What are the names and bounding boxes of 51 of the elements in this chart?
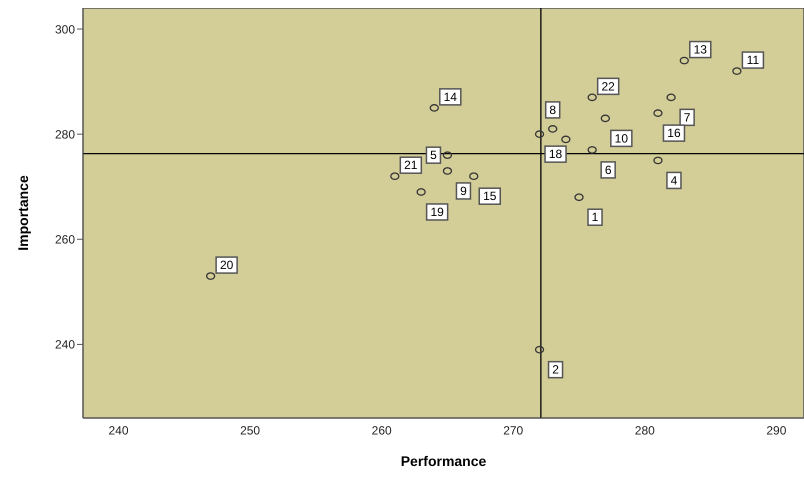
annotation: 15 <box>483 189 497 204</box>
annotation: 20 <box>220 258 234 272</box>
point <box>416 188 426 196</box>
point <box>574 193 584 202</box>
point <box>534 130 544 138</box>
x-tick-label: 280 <box>634 424 656 438</box>
annotation: 7 <box>684 110 691 124</box>
point <box>588 146 597 154</box>
annotation: 11 <box>746 53 760 68</box>
point <box>442 167 452 175</box>
annotation: 21 <box>404 158 418 172</box>
y-tick-label: 280 <box>54 127 76 142</box>
annotation: 5 <box>430 148 438 162</box>
point <box>548 125 558 133</box>
point <box>666 94 676 102</box>
point <box>588 94 597 102</box>
annotation: 6 <box>604 162 612 177</box>
x-tick-label: 270 <box>503 424 524 438</box>
annotation: 13 <box>694 42 708 57</box>
point <box>469 172 478 180</box>
annotation: 18 <box>548 147 563 162</box>
point <box>680 56 689 64</box>
annotation: 1 <box>592 210 599 224</box>
annotation: 9 <box>460 184 468 198</box>
point <box>600 114 610 122</box>
y-axis-title: Importance <box>14 175 31 251</box>
annotation: 10 <box>614 131 628 146</box>
point <box>732 67 742 75</box>
y-tick-label: 260 <box>54 232 76 247</box>
annotation: 14 <box>444 90 458 104</box>
x-tick-label: 290 <box>766 424 787 438</box>
annotation: 8 <box>549 102 556 117</box>
x-tick-label: 250 <box>240 424 260 438</box>
x-tick-label: 260 <box>372 424 392 438</box>
y-tick-label: 240 <box>54 338 76 352</box>
x-tick-label: 240 <box>108 424 129 438</box>
point <box>442 151 452 160</box>
point <box>430 104 439 112</box>
point <box>561 136 571 144</box>
annotation: 16 <box>667 126 681 140</box>
x-axis-title: Performance <box>400 453 487 469</box>
point <box>653 156 663 164</box>
annotation: 19 <box>430 204 444 219</box>
point <box>653 109 663 117</box>
point <box>206 272 216 280</box>
y-tick-label: 300 <box>54 22 76 36</box>
point <box>534 346 544 354</box>
annotation: 2 <box>552 362 560 377</box>
point <box>390 172 400 180</box>
annotation: 4 <box>670 173 678 188</box>
annotation: 22 <box>601 79 616 94</box>
